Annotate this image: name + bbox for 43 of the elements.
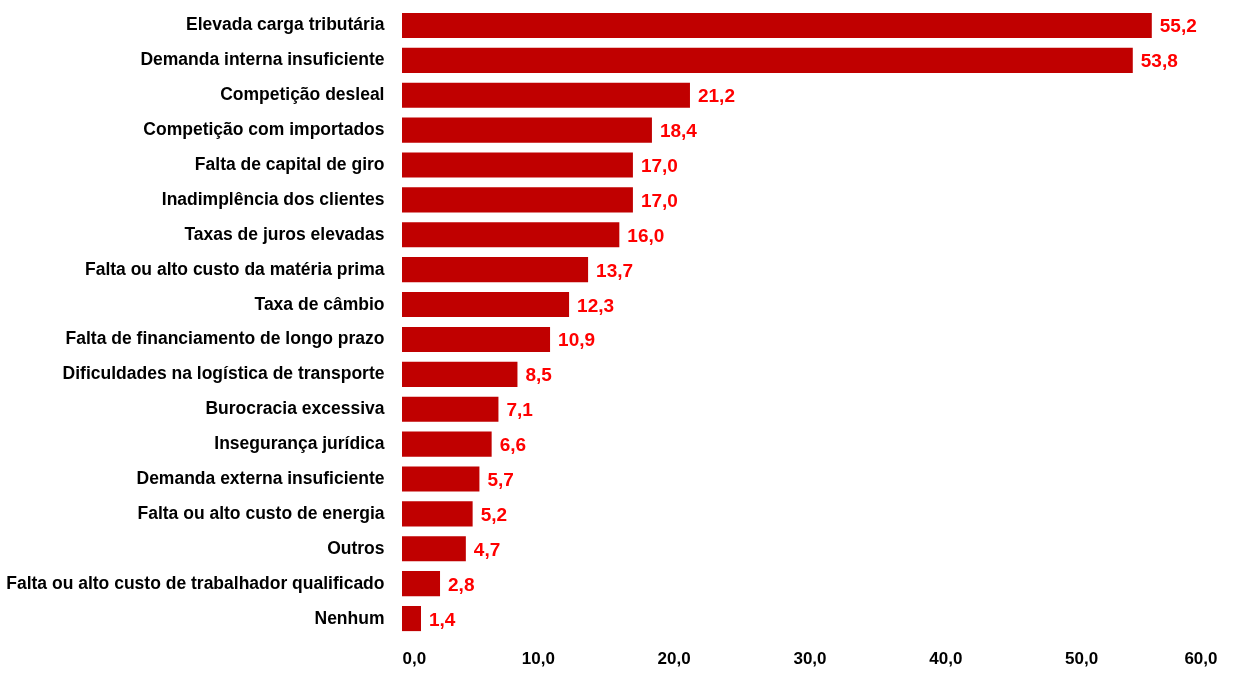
x-tick-label: 40,0 bbox=[929, 648, 963, 668]
y-tick-label: Demanda externa insuficiente bbox=[136, 468, 385, 488]
data-label: 55,2 bbox=[1159, 15, 1197, 37]
x-tick-label: 0,0 bbox=[402, 648, 427, 668]
y-tick-label: Competição com importados bbox=[143, 119, 385, 140]
y-tick-label: Inadimplência dos clientes bbox=[161, 188, 385, 209]
data-label: 53,8 bbox=[1140, 50, 1178, 72]
data-label: 1,4 bbox=[429, 608, 456, 630]
data-label: 2,8 bbox=[448, 573, 475, 595]
y-tick-label: Demanda interna insuficiente bbox=[140, 49, 385, 70]
x-tick-label: 60,0 bbox=[1184, 648, 1218, 668]
data-label: 12,3 bbox=[577, 294, 615, 316]
data-label: 4,7 bbox=[473, 538, 501, 560]
y-tick-label: Falta ou alto custo de trabalhador qualificado bbox=[6, 572, 385, 593]
y-tick-label: Elevada carga tributária bbox=[186, 14, 385, 35]
data-label: 13,7 bbox=[596, 259, 634, 281]
x-tick-label: 20,0 bbox=[657, 648, 691, 668]
y-tick-label: Burocracia excessiva bbox=[205, 398, 385, 419]
data-label: 10,9 bbox=[558, 329, 596, 351]
data-label: 6,6 bbox=[499, 434, 527, 456]
data-label: 21,2 bbox=[697, 85, 735, 107]
x-tick-label: 30,0 bbox=[793, 648, 827, 668]
data-label: 17,0 bbox=[640, 155, 678, 176]
y-tick-label: Falta ou alto custo de energia bbox=[137, 502, 385, 523]
y-tick-label: Insegurança jurídica bbox=[214, 433, 385, 454]
data-label: 18,4 bbox=[659, 120, 698, 142]
y-tick-label: Falta de capital de giro bbox=[194, 154, 385, 174]
data-label: 16,0 bbox=[627, 224, 665, 246]
y-tick-label: Outros bbox=[327, 537, 385, 558]
y-tick-label: Falta de financiamento de longo prazo bbox=[65, 328, 385, 349]
y-tick-label: Nenhum bbox=[314, 607, 385, 628]
x-tick-label: 10,0 bbox=[521, 648, 555, 668]
y-tick-label: Dificuldades na logística de transporte bbox=[62, 363, 385, 384]
y-tick-label: Taxa de câmbio bbox=[254, 293, 385, 314]
x-tick-label: 50,0 bbox=[1065, 648, 1099, 668]
data-label: 8,5 bbox=[525, 364, 553, 386]
data-label: 17,0 bbox=[640, 189, 678, 211]
y-tick-label: Competição desleal bbox=[220, 84, 385, 105]
y-tick-label: Taxas de juros elevadas bbox=[184, 223, 385, 244]
y-tick-label: Falta ou alto custo da matéria prima bbox=[84, 258, 385, 279]
data-label: 7,1 bbox=[506, 399, 534, 421]
data-label: 5,7 bbox=[487, 469, 514, 490]
data-label: 5,2 bbox=[480, 503, 508, 525]
